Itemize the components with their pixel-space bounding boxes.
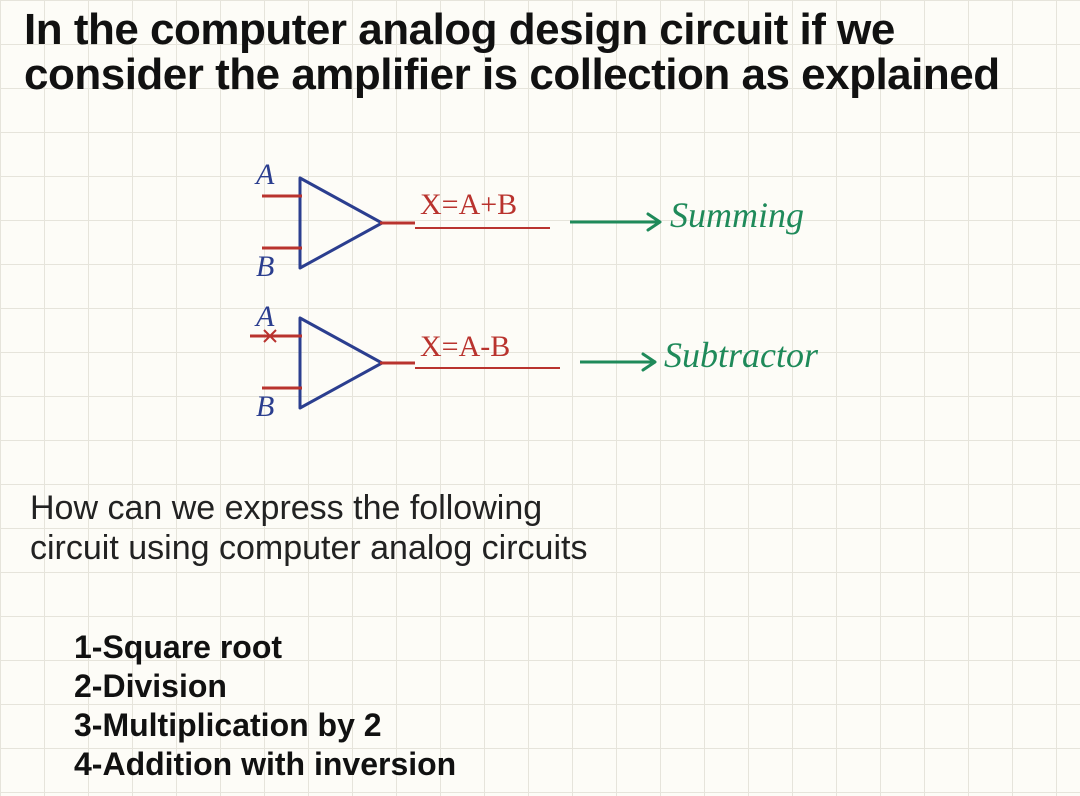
amp2-input-a-label: A [256, 300, 274, 334]
amp1-operation-label: Summing [670, 194, 804, 236]
sub-question-line1: How can we express the following [30, 489, 542, 527]
answer-options: 1-Square root 2-Division 3-Multiplicatio… [74, 628, 456, 784]
amp2-input-b-label: B [256, 390, 274, 424]
amp1-input-b-label: B [256, 250, 274, 284]
option-1: 1-Square root [74, 628, 456, 667]
sub-question: How can we express the following circuit… [30, 488, 587, 568]
question-title: In the computer analog design circuit if… [24, 8, 1064, 98]
amp1-input-a-label: A [256, 158, 274, 192]
amp2-operation-label: Subtractor [664, 334, 818, 376]
option-2: 2-Division [74, 667, 456, 706]
amp2-output-expression: X=A-B [420, 330, 510, 364]
sub-question-line2: circuit using computer analog circuits [30, 529, 587, 567]
option-4: 4-Addition with inversion [74, 745, 456, 784]
option-3: 3-Multiplication by 2 [74, 706, 456, 745]
amp1-output-expression: X=A+B [420, 188, 517, 222]
